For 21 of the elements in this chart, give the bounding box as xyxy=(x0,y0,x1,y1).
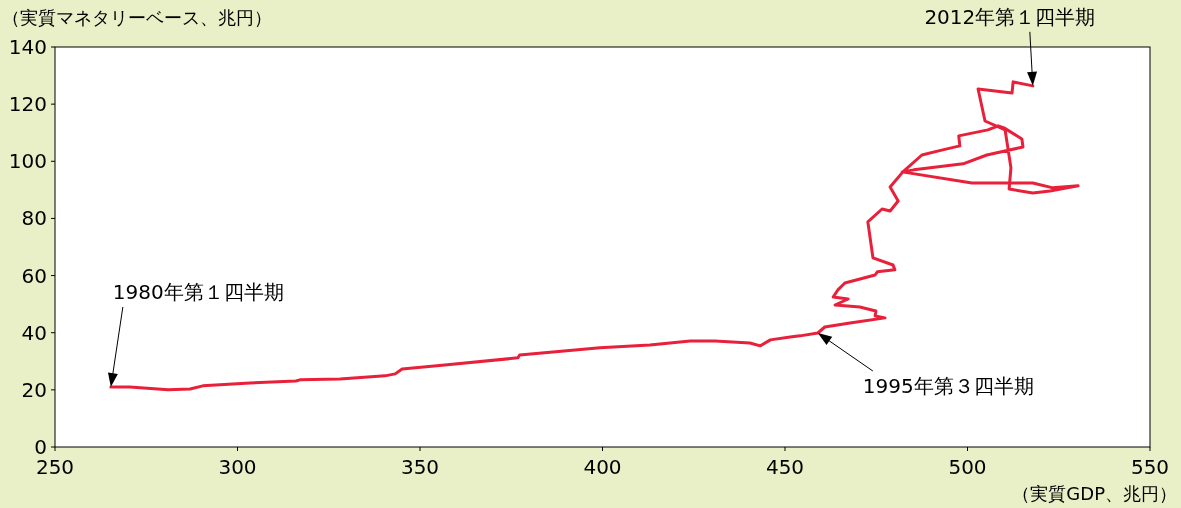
y-tick-label: 120 xyxy=(8,92,47,117)
annotation: 2012年第１四半期 xyxy=(924,4,1096,86)
y-tick-label: 80 xyxy=(21,206,47,231)
x-tick-label: 350 xyxy=(400,455,440,479)
y-axis-title: （実質マネタリーベース、兆円） xyxy=(2,7,272,28)
annotation: 1980年第１四半期 xyxy=(108,280,284,387)
annotation: 1995年第３四半期 xyxy=(817,333,1034,398)
x-tick-label: 500 xyxy=(948,455,987,479)
y-tick-label: 140 xyxy=(8,35,47,59)
x-tick-label: 300 xyxy=(218,455,257,479)
x-axis-title: （実質GDP、兆円） xyxy=(1012,483,1177,504)
annotation: 2012年第１四半期 xyxy=(924,4,1096,29)
annotation: 1995年第３四半期 xyxy=(862,374,1034,398)
x-tick-label: 450 xyxy=(765,455,805,479)
y-tick-label: 100 xyxy=(8,149,47,174)
y-tick-label: 40 xyxy=(21,320,47,345)
x-tick-label: 550 xyxy=(1130,455,1170,479)
annotation: 1980年第１四半期 xyxy=(112,280,284,304)
y-tick-label: 20 xyxy=(21,377,47,402)
y-tick-label: 60 xyxy=(21,263,47,288)
x-tick-label: 400 xyxy=(583,455,622,479)
